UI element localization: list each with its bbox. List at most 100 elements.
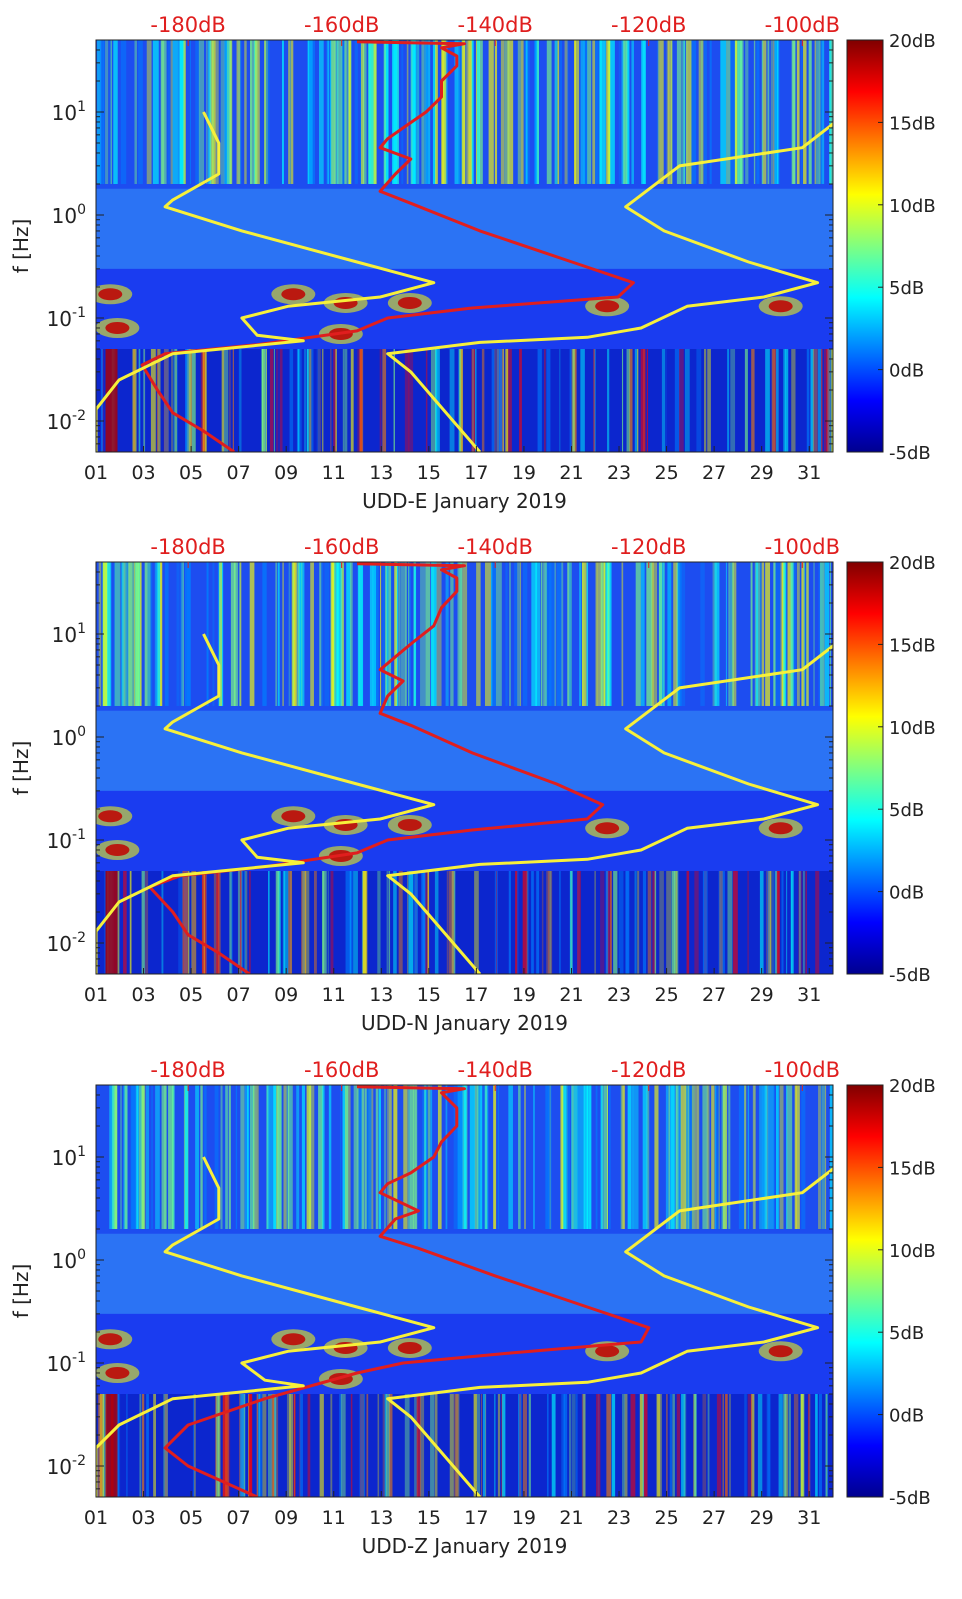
red-noise-curve	[163, 1085, 651, 1497]
x-tick-label: 17	[464, 984, 488, 1006]
x-tick-label: 11	[322, 462, 346, 484]
top-tick-label: -160dB	[304, 13, 379, 37]
x-tick-label: 17	[464, 462, 488, 484]
x-tick-label: 27	[702, 462, 726, 484]
yellow-noise-curve	[386, 122, 833, 452]
x-tick-label: 07	[227, 462, 251, 484]
x-tick-label: 17	[464, 1507, 488, 1529]
colorbar-tick-label: 0dB	[889, 883, 924, 904]
y-tick-label: 101	[52, 1144, 86, 1170]
x-tick-label: 23	[607, 1507, 631, 1529]
x-tick-label: 01	[84, 462, 108, 484]
x-tick-label: 19	[512, 984, 536, 1006]
spectrogram-panel: 01 03 05 07 09 11 13 15 17 19 21 23 25 27 29 31 UDD-Z Ja…	[9, 1058, 936, 1558]
top-tick-label: -100dB	[765, 1058, 840, 1082]
y-axis-label: f [Hz]	[9, 219, 33, 274]
yellow-noise-curve	[96, 633, 436, 974]
top-tick-label: -160dB	[304, 1058, 379, 1082]
x-tick-label: 21	[559, 984, 583, 1006]
colorbar	[846, 39, 884, 453]
x-tick-label: 09	[274, 1507, 298, 1529]
x-tick-label: 05	[179, 984, 203, 1006]
x-tick-label: 11	[322, 1507, 346, 1529]
x-tick-label: 07	[227, 984, 251, 1006]
top-tick-label: -120dB	[611, 1058, 686, 1082]
x-tick-label: 23	[607, 462, 631, 484]
top-tick-label: -140dB	[458, 13, 533, 37]
x-tick-label: 05	[179, 1507, 203, 1529]
x-tick-label: 19	[512, 462, 536, 484]
top-tick-label: -100dB	[765, 535, 840, 559]
yellow-noise-curve	[386, 1167, 833, 1497]
x-tick-label: 03	[131, 984, 155, 1006]
y-tick-label: 10-1	[47, 305, 86, 331]
spectrogram-image	[96, 562, 833, 974]
y-tick-label: 101	[52, 99, 86, 125]
x-tick-label: 11	[322, 984, 346, 1006]
colorbar-tick-label: 10dB	[889, 718, 936, 739]
y-tick-label: 10-1	[47, 827, 86, 853]
x-tick-label: 03	[131, 1507, 155, 1529]
colorbar-tick-label: 15dB	[889, 1158, 936, 1179]
x-tick-label: 31	[797, 1507, 821, 1529]
x-tick-label: 01	[84, 1507, 108, 1529]
colorbar-tick-label: 0dB	[889, 361, 924, 382]
top-tick-label: -120dB	[611, 13, 686, 37]
spectrogram-panel: 01 03 05 07 09 11 13 15 17 19 21 23 25 27 29 31 UDD-N Ja…	[9, 535, 936, 1035]
x-tick-label: 03	[131, 462, 155, 484]
x-tick-label: 25	[654, 1507, 678, 1529]
red-noise-curve	[140, 40, 635, 452]
x-tick-label: 09	[274, 984, 298, 1006]
colorbar-tick-label: 10dB	[889, 196, 936, 217]
x-tick-label: 25	[654, 462, 678, 484]
y-tick-label: 100	[52, 202, 86, 228]
x-tick-label: 31	[797, 462, 821, 484]
x-tick-label: 19	[512, 1507, 536, 1529]
colorbar-tick-label: 20dB	[889, 1076, 936, 1097]
x-tick-label: 13	[369, 1507, 393, 1529]
y-axis-label: f [Hz]	[9, 1264, 33, 1319]
x-tick-label: 25	[654, 984, 678, 1006]
top-tick-label: -100dB	[765, 13, 840, 37]
x-tick-label: 21	[559, 1507, 583, 1529]
top-tick-label: -180dB	[150, 13, 225, 37]
x-tick-label: 15	[417, 462, 441, 484]
colorbar-tick-label: 10dB	[889, 1241, 936, 1262]
colorbar-tick-label: -5dB	[889, 443, 931, 464]
y-tick-label: 101	[52, 621, 86, 647]
y-tick-label: 100	[52, 724, 86, 750]
top-tick-label: -140dB	[458, 535, 533, 559]
x-axis-label: UDD-Z January 2019	[362, 1534, 568, 1558]
colorbar-tick-label: 0dB	[889, 1406, 924, 1427]
spectrogram-image	[96, 1085, 833, 1497]
x-tick-label: 29	[750, 462, 774, 484]
yellow-noise-curve	[96, 111, 436, 452]
x-tick-label: 21	[559, 462, 583, 484]
x-axis-label: UDD-N January 2019	[361, 1011, 568, 1035]
x-tick-label: 13	[369, 984, 393, 1006]
spectrogram-panel: 01 03 05 07 09 11 13 15 17 19 21 23 25 27 29 31 UDD-E Ja…	[9, 13, 936, 513]
y-tick-label: 10-2	[47, 1453, 86, 1479]
colorbar-tick-label: 15dB	[889, 635, 936, 656]
x-tick-label: 09	[274, 462, 298, 484]
x-tick-label: 05	[179, 462, 203, 484]
y-tick-label: 10-2	[47, 930, 86, 956]
x-tick-label: 07	[227, 1507, 251, 1529]
top-tick-label: -180dB	[150, 1058, 225, 1082]
top-tick-label: -140dB	[458, 1058, 533, 1082]
y-axis-label: f [Hz]	[9, 741, 33, 796]
colorbar-tick-label: 5dB	[889, 278, 924, 299]
colorbar-tick-label: 20dB	[889, 31, 936, 52]
x-tick-label: 15	[417, 984, 441, 1006]
x-tick-label: 29	[750, 984, 774, 1006]
y-tick-label: 10-2	[47, 408, 86, 434]
colorbar-tick-label: -5dB	[889, 1488, 931, 1509]
colorbar	[846, 561, 884, 975]
y-tick-label: 100	[52, 1247, 86, 1273]
x-tick-label: 29	[750, 1507, 774, 1529]
x-tick-label: 31	[797, 984, 821, 1006]
colorbar-tick-label: 15dB	[889, 113, 936, 134]
x-tick-label: 15	[417, 1507, 441, 1529]
x-tick-label: 01	[84, 984, 108, 1006]
